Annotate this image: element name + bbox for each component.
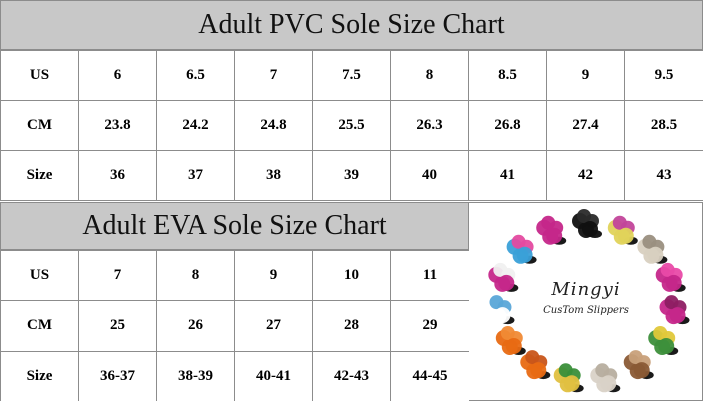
pvc-row-us: US 6 6.5 7 7.5 8 8.5 9 9.5	[0, 50, 703, 101]
eva-size-table: US 7 8 9 10 11 CM 25 26 27 28 29 Size 36…	[0, 249, 470, 401]
pom-pom-slipper-icon	[590, 363, 621, 393]
brand-tagline: CusTom Slippers	[543, 305, 629, 316]
eva-cell: 29	[390, 300, 470, 352]
pvc-cell: 38	[234, 150, 313, 201]
pvc-cell: 26.3	[390, 100, 469, 151]
pvc-cell: 24.2	[156, 100, 235, 151]
eva-cell: 42-43	[312, 350, 391, 401]
eva-cell: 36-37	[78, 350, 157, 401]
pom-pom-slipper-icon	[506, 234, 537, 264]
pom-pom-slipper-icon	[553, 363, 584, 393]
pvc-cell: 26.8	[468, 100, 547, 151]
pvc-row-label: Size	[0, 150, 79, 201]
pvc-size-table: US 6 6.5 7 7.5 8 8.5 9 9.5 CM 23.8 24.2 …	[0, 50, 703, 201]
eva-cell: 10	[312, 249, 391, 302]
pom-pom-slipper-icon	[637, 234, 668, 264]
pvc-cell: 24.8	[234, 100, 313, 151]
pvc-cell: 27.4	[546, 100, 625, 151]
pvc-cell: 28.5	[624, 100, 703, 151]
pom-pom-slipper-icon	[495, 326, 526, 355]
pom-pom-slipper-icon	[488, 262, 519, 292]
pvc-cell: 7.5	[312, 50, 391, 101]
pom-pom-slipper-icon	[623, 350, 654, 380]
eva-chart-title-text: Adult EVA Sole Size Chart	[82, 210, 387, 241]
eva-cell: 40-41	[234, 350, 313, 401]
eva-cell: 28	[312, 300, 391, 352]
product-wreath-image: Mingyi CusTom Slippers	[469, 202, 703, 401]
pom-pom-slipper-icon	[536, 215, 567, 245]
slipper-wreath-illustration	[484, 209, 690, 393]
pom-pom-slipper-icon	[484, 295, 515, 325]
eva-cell: 9	[234, 249, 313, 302]
pvc-cell: 36	[78, 150, 157, 201]
pvc-row-cm: CM 23.8 24.2 24.8 25.5 26.3 26.8 27.4 28…	[0, 100, 703, 151]
eva-row-size: Size 36-37 38-39 40-41 42-43 44-45	[0, 350, 470, 401]
pvc-cell: 25.5	[312, 100, 391, 151]
pvc-cell: 9	[546, 50, 625, 101]
pom-pom-slipper-icon	[607, 215, 638, 245]
pvc-row-label: US	[0, 50, 79, 101]
eva-row-us: US 7 8 9 10 11	[0, 249, 470, 302]
pom-pom-slipper-icon	[659, 295, 690, 325]
pvc-cell: 8	[390, 50, 469, 101]
pvc-row-label: CM	[0, 100, 79, 151]
pvc-cell: 6.5	[156, 50, 235, 101]
pom-pom-slipper-icon	[572, 209, 602, 238]
eva-row-label: Size	[0, 350, 79, 401]
eva-cell: 38-39	[156, 350, 235, 401]
pvc-cell: 6	[78, 50, 157, 101]
brand-name: Mingyi	[551, 279, 621, 300]
eva-row-label: CM	[0, 300, 79, 352]
eva-chart-title: Adult EVA Sole Size Chart	[0, 202, 469, 250]
pom-pom-slipper-icon	[655, 262, 686, 292]
eva-row-cm: CM 25 26 27 28 29	[0, 300, 470, 352]
pom-pom-slipper-icon	[520, 350, 551, 380]
eva-row-label: US	[0, 249, 79, 302]
pvc-cell: 9.5	[624, 50, 703, 101]
pvc-cell: 39	[312, 150, 391, 201]
pvc-cell: 8.5	[468, 50, 547, 101]
eva-cell: 44-45	[390, 350, 470, 401]
pvc-chart-title: Adult PVC Sole Size Chart	[0, 0, 703, 50]
eva-cell: 11	[390, 249, 470, 302]
pvc-cell: 23.8	[78, 100, 157, 151]
pvc-row-size: Size 36 37 38 39 40 41 42 43	[0, 150, 703, 201]
pvc-cell: 37	[156, 150, 235, 201]
pvc-chart-title-text: Adult PVC Sole Size Chart	[198, 9, 505, 40]
eva-cell: 25	[78, 300, 157, 352]
pom-pom-slipper-icon	[648, 326, 679, 355]
eva-cell: 8	[156, 249, 235, 302]
pvc-cell: 40	[390, 150, 469, 201]
pvc-cell: 41	[468, 150, 547, 201]
pvc-cell: 42	[546, 150, 625, 201]
pvc-cell: 7	[234, 50, 313, 101]
pvc-cell: 43	[624, 150, 703, 201]
eva-cell: 27	[234, 300, 313, 352]
eva-cell: 7	[78, 249, 157, 302]
eva-cell: 26	[156, 300, 235, 352]
